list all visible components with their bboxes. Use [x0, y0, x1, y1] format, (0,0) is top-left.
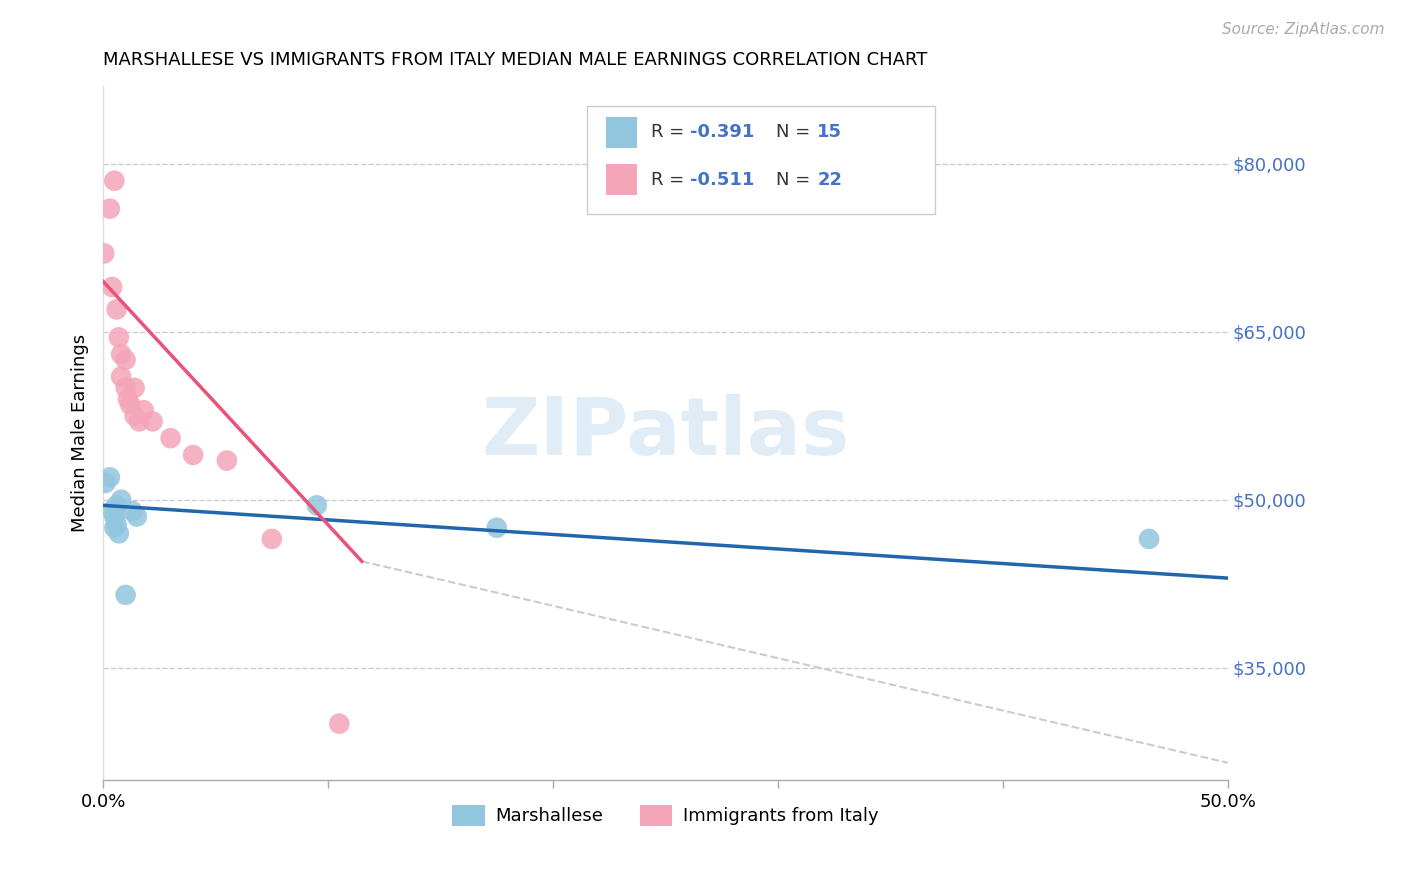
Point: [305, 499, 328, 513]
Point: [485, 521, 508, 535]
Text: ZIPatlas: ZIPatlas: [481, 393, 849, 472]
Text: R =: R =: [651, 170, 690, 189]
Point: [105, 517, 128, 532]
Point: [110, 347, 132, 361]
Text: N =: N =: [776, 123, 815, 142]
Text: N =: N =: [776, 170, 815, 189]
Text: -0.391: -0.391: [690, 123, 755, 142]
Point: [94, 475, 117, 490]
Y-axis label: Median Male Earnings: Median Male Earnings: [72, 334, 89, 532]
Point: [117, 392, 139, 406]
Text: R =: R =: [651, 123, 690, 142]
Point: [128, 414, 150, 428]
Text: 15: 15: [817, 123, 842, 142]
Point: [110, 369, 132, 384]
Point: [124, 381, 146, 395]
Text: Source: ZipAtlas.com: Source: ZipAtlas.com: [1222, 22, 1385, 37]
Point: [142, 414, 165, 428]
Point: [101, 280, 124, 294]
Point: [120, 398, 142, 412]
Point: [125, 509, 148, 524]
Text: MARSHALLESE VS IMMIGRANTS FROM ITALY MEDIAN MALE EARNINGS CORRELATION CHART: MARSHALLESE VS IMMIGRANTS FROM ITALY MED…: [103, 51, 928, 69]
Point: [132, 403, 155, 417]
Point: [108, 330, 131, 344]
Point: [114, 588, 136, 602]
Point: [159, 431, 181, 445]
Text: -0.511: -0.511: [690, 170, 755, 189]
Point: [101, 504, 124, 518]
Point: [114, 352, 136, 367]
Point: [181, 448, 204, 462]
Point: [215, 453, 238, 467]
Text: 22: 22: [817, 170, 842, 189]
Point: [114, 381, 136, 395]
Point: [1137, 532, 1160, 546]
Point: [124, 409, 146, 423]
Point: [103, 521, 125, 535]
Legend: Marshallese, Immigrants from Italy: Marshallese, Immigrants from Italy: [446, 797, 886, 833]
FancyBboxPatch shape: [606, 164, 637, 195]
Point: [105, 302, 128, 317]
Point: [93, 246, 115, 260]
Point: [260, 532, 283, 546]
Point: [98, 470, 121, 484]
Point: [110, 492, 132, 507]
Point: [121, 504, 143, 518]
Point: [103, 509, 125, 524]
Point: [108, 526, 131, 541]
FancyBboxPatch shape: [606, 117, 637, 148]
Point: [98, 202, 121, 216]
FancyBboxPatch shape: [586, 106, 935, 214]
Point: [328, 716, 350, 731]
Point: [103, 174, 125, 188]
Point: [105, 499, 128, 513]
